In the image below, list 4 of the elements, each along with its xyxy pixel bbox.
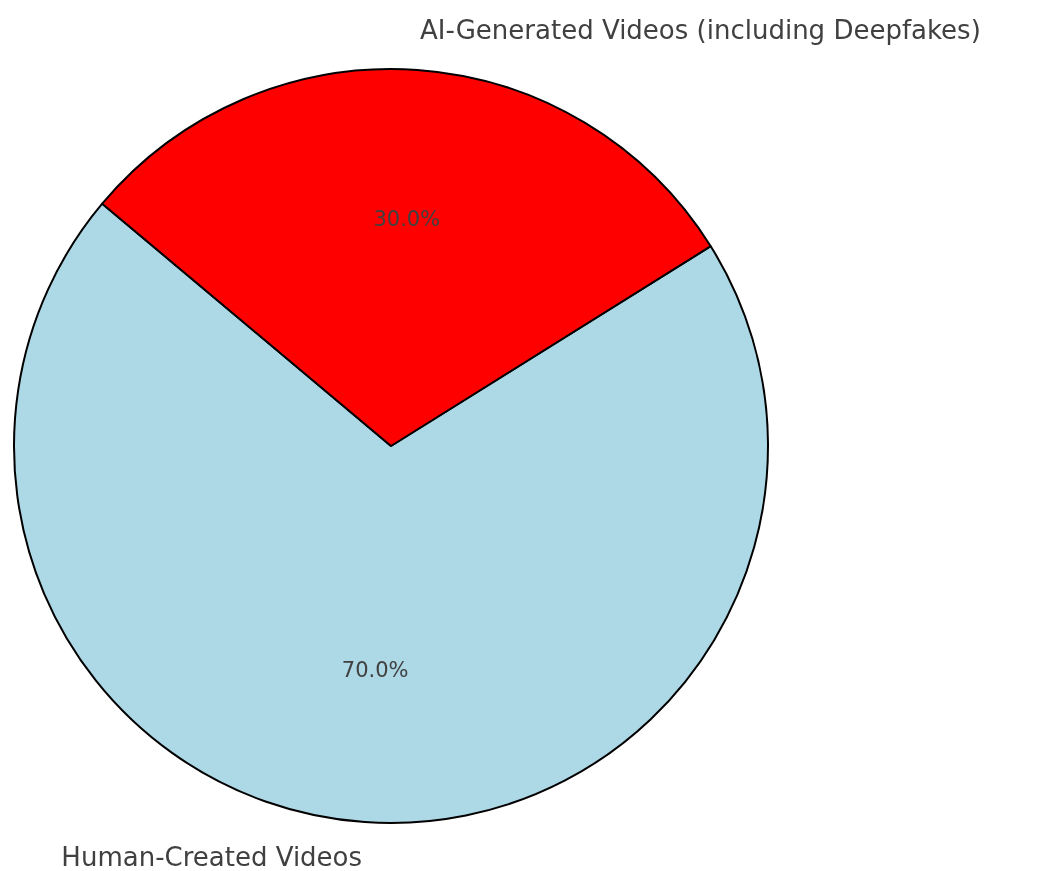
slice-label: AI-Generated Videos (including Deepfakes) (419, 15, 981, 46)
slice-label: Human-Created Videos (61, 842, 363, 871)
data-label: 70.0% (341, 658, 409, 683)
data-label: 30.0% (373, 206, 441, 231)
